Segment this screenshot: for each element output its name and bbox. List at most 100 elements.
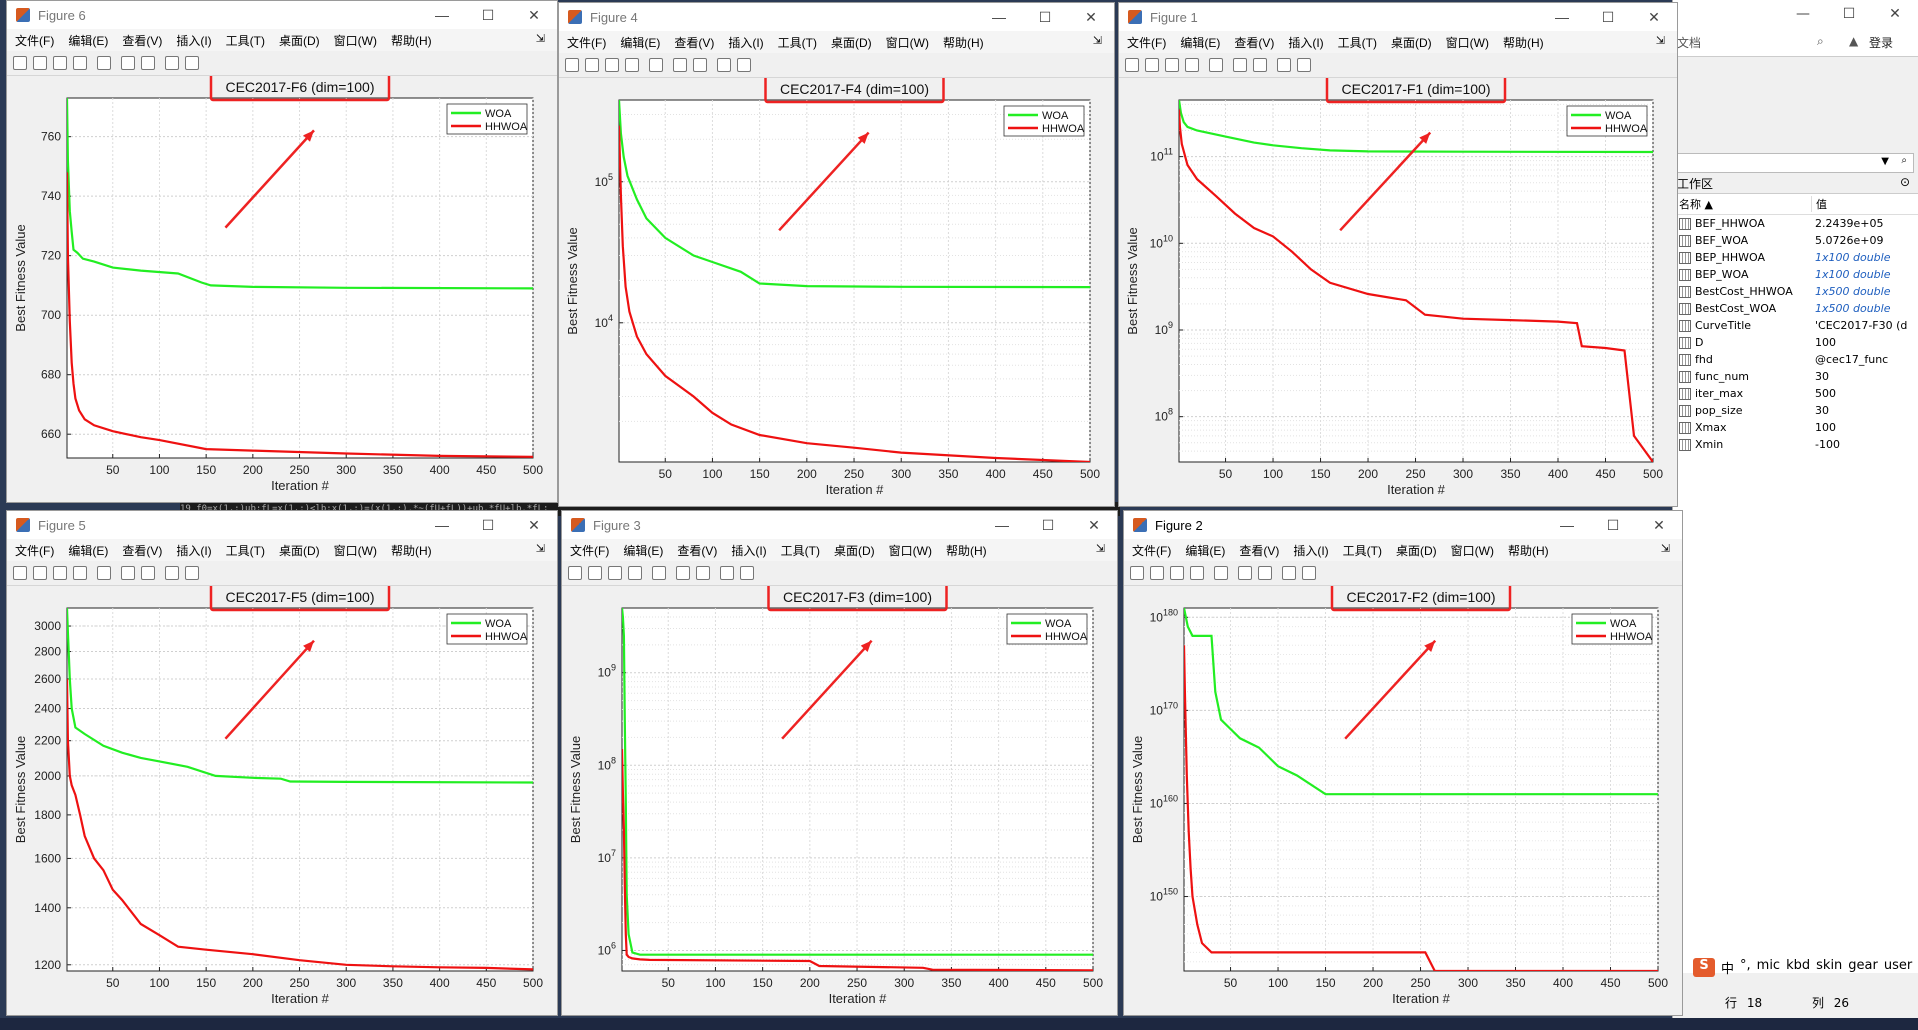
menu-window[interactable]: 窗口(W): [888, 543, 932, 558]
minimize-button[interactable]: —: [435, 517, 449, 533]
bell-icon[interactable]: ▲: [1849, 34, 1859, 48]
link-icon[interactable]: [649, 58, 663, 72]
menu-desktop[interactable]: 桌面(D): [830, 35, 872, 50]
open-icon[interactable]: [1150, 566, 1164, 580]
menu-file[interactable]: 文件(F): [1132, 543, 1172, 558]
menu-tools[interactable]: 工具(T): [225, 33, 265, 48]
property-icon[interactable]: [185, 566, 199, 580]
new-icon[interactable]: [13, 56, 27, 70]
maximize-button[interactable]: ☐: [1842, 6, 1856, 22]
menu-file[interactable]: 文件(F): [15, 33, 55, 48]
menu-help[interactable]: 帮助(H): [945, 543, 987, 558]
legend-icon[interactable]: [1253, 58, 1267, 72]
close-button[interactable]: ✕: [1889, 6, 1901, 22]
doc-search-input[interactable]: 文档: [1677, 35, 1702, 50]
open-icon[interactable]: [1145, 58, 1159, 72]
pointer-icon[interactable]: [165, 56, 179, 70]
maximize-button[interactable]: ☐: [1038, 8, 1052, 25]
close-button[interactable]: ✕: [1085, 8, 1097, 25]
menu-view[interactable]: 查看(V): [122, 543, 163, 558]
search-icon[interactable]: ⌕: [1901, 155, 1907, 166]
save-icon[interactable]: [1170, 566, 1184, 580]
menu-desktop[interactable]: 桌面(D): [1395, 543, 1437, 558]
property-icon[interactable]: [737, 58, 751, 72]
menubar-overflow-icon[interactable]: ⇲: [1092, 35, 1102, 47]
menu-insert[interactable]: 插入(I): [1293, 543, 1329, 558]
menu-tools[interactable]: 工具(T): [225, 543, 265, 558]
workspace-variable-row[interactable]: BEF_WOA 5.0726e+09: [1673, 232, 1918, 249]
open-icon[interactable]: [588, 566, 602, 580]
menu-window[interactable]: 窗口(W): [333, 543, 377, 558]
workspace-variable-row[interactable]: CurveTitle 'CEC2017-F30 (d: [1673, 317, 1918, 334]
figure-window-3[interactable]: Figure 3 — ☐ ✕ 文件(F) 编辑(E) 查看(V) 插入(I) 工具(T) 桌面(D…: [561, 510, 1118, 1016]
pointer-icon[interactable]: [720, 566, 734, 580]
menubar-overflow-icon[interactable]: ⇲: [1655, 35, 1665, 47]
pointer-icon[interactable]: [1282, 566, 1296, 580]
menu-help[interactable]: 帮助(H): [942, 35, 984, 50]
link-icon[interactable]: [97, 566, 111, 580]
panel-options-icon[interactable]: ⊙: [1899, 175, 1910, 189]
menu-tools[interactable]: 工具(T): [780, 543, 820, 558]
menu-tools[interactable]: 工具(T): [1342, 543, 1382, 558]
colorbar-icon[interactable]: [676, 566, 690, 580]
menu-tools[interactable]: 工具(T): [777, 35, 817, 50]
chevron-down-icon[interactable]: ▼: [1881, 156, 1889, 167]
workspace-variable-row[interactable]: pop_size 30: [1673, 402, 1918, 419]
maximize-button[interactable]: ☐: [1606, 516, 1620, 533]
maximize-button[interactable]: ☐: [1041, 516, 1055, 533]
menubar-overflow-icon[interactable]: ⇲: [535, 543, 545, 555]
col-name-header[interactable]: 名称 ▲: [1673, 196, 1812, 212]
open-icon[interactable]: [33, 56, 47, 70]
colorbar-icon[interactable]: [1238, 566, 1252, 580]
menu-file[interactable]: 文件(F): [567, 35, 607, 50]
new-icon[interactable]: [13, 566, 27, 580]
legend-icon[interactable]: [1258, 566, 1272, 580]
open-icon[interactable]: [33, 566, 47, 580]
open-icon[interactable]: [585, 58, 599, 72]
workspace-variable-row[interactable]: BestCost_HHWOA 1x500 double: [1673, 283, 1918, 300]
menubar-overflow-icon[interactable]: ⇲: [535, 33, 545, 45]
settings-icon[interactable]: gear: [1848, 958, 1878, 973]
print-icon[interactable]: [1185, 58, 1199, 72]
menu-insert[interactable]: 插入(I): [731, 543, 767, 558]
minimize-button[interactable]: —: [1555, 9, 1569, 25]
colorbar-icon[interactable]: [1233, 58, 1247, 72]
workspace-variable-row[interactable]: D 100: [1673, 334, 1918, 351]
menu-desktop[interactable]: 桌面(D): [833, 543, 875, 558]
minimize-button[interactable]: —: [992, 9, 1006, 25]
print-icon[interactable]: [73, 566, 87, 580]
figure-window-4[interactable]: Figure 4 — ☐ ✕ 文件(F) 编辑(E) 查看(V) 插入(I) 工具(T) 桌面(D…: [558, 2, 1115, 507]
menu-desktop[interactable]: 桌面(D): [278, 543, 320, 558]
menu-insert[interactable]: 插入(I): [1288, 35, 1324, 50]
close-button[interactable]: ✕: [528, 516, 540, 533]
pointer-icon[interactable]: [165, 566, 179, 580]
close-button[interactable]: ✕: [1648, 8, 1660, 25]
menu-edit[interactable]: 编辑(E): [1180, 35, 1221, 50]
maximize-button[interactable]: ☐: [481, 6, 495, 23]
figure-window-5[interactable]: Figure 5 — ☐ ✕ 文件(F) 编辑(E) 查看(V) 插入(I) 工具(T) 桌面(D…: [6, 510, 558, 1016]
figure-window-2[interactable]: Figure 2 — ☐ ✕ 文件(F) 编辑(E) 查看(V) 插入(I) 工具(T) 桌面(D…: [1123, 510, 1683, 1016]
link-icon[interactable]: [1209, 58, 1223, 72]
link-icon[interactable]: [652, 566, 666, 580]
new-icon[interactable]: [1130, 566, 1144, 580]
minimize-button[interactable]: —: [995, 517, 1009, 533]
save-icon[interactable]: [53, 56, 67, 70]
menu-view[interactable]: 查看(V): [1234, 35, 1275, 50]
menu-view[interactable]: 查看(V): [122, 33, 163, 48]
close-button[interactable]: ✕: [1653, 516, 1665, 533]
menu-insert[interactable]: 插入(I): [728, 35, 764, 50]
workspace-combo[interactable]: ▼ ⌕: [1677, 153, 1914, 173]
workspace-variable-row[interactable]: iter_max 500: [1673, 385, 1918, 402]
menu-help[interactable]: 帮助(H): [1502, 35, 1544, 50]
search-icon[interactable]: ⌕: [1817, 34, 1824, 48]
menu-window[interactable]: 窗口(W): [1445, 35, 1489, 50]
pointer-icon[interactable]: [717, 58, 731, 72]
punctuation-icon[interactable]: °,: [1740, 958, 1751, 973]
login-link[interactable]: 登录: [1869, 36, 1894, 50]
menu-view[interactable]: 查看(V): [677, 543, 718, 558]
property-icon[interactable]: [1297, 58, 1311, 72]
workspace-variable-row[interactable]: BEP_HHWOA 1x100 double: [1673, 249, 1918, 266]
workspace-variable-row[interactable]: func_num 30: [1673, 368, 1918, 385]
keyboard-icon[interactable]: kbd: [1786, 958, 1811, 973]
menu-window[interactable]: 窗口(W): [333, 33, 377, 48]
